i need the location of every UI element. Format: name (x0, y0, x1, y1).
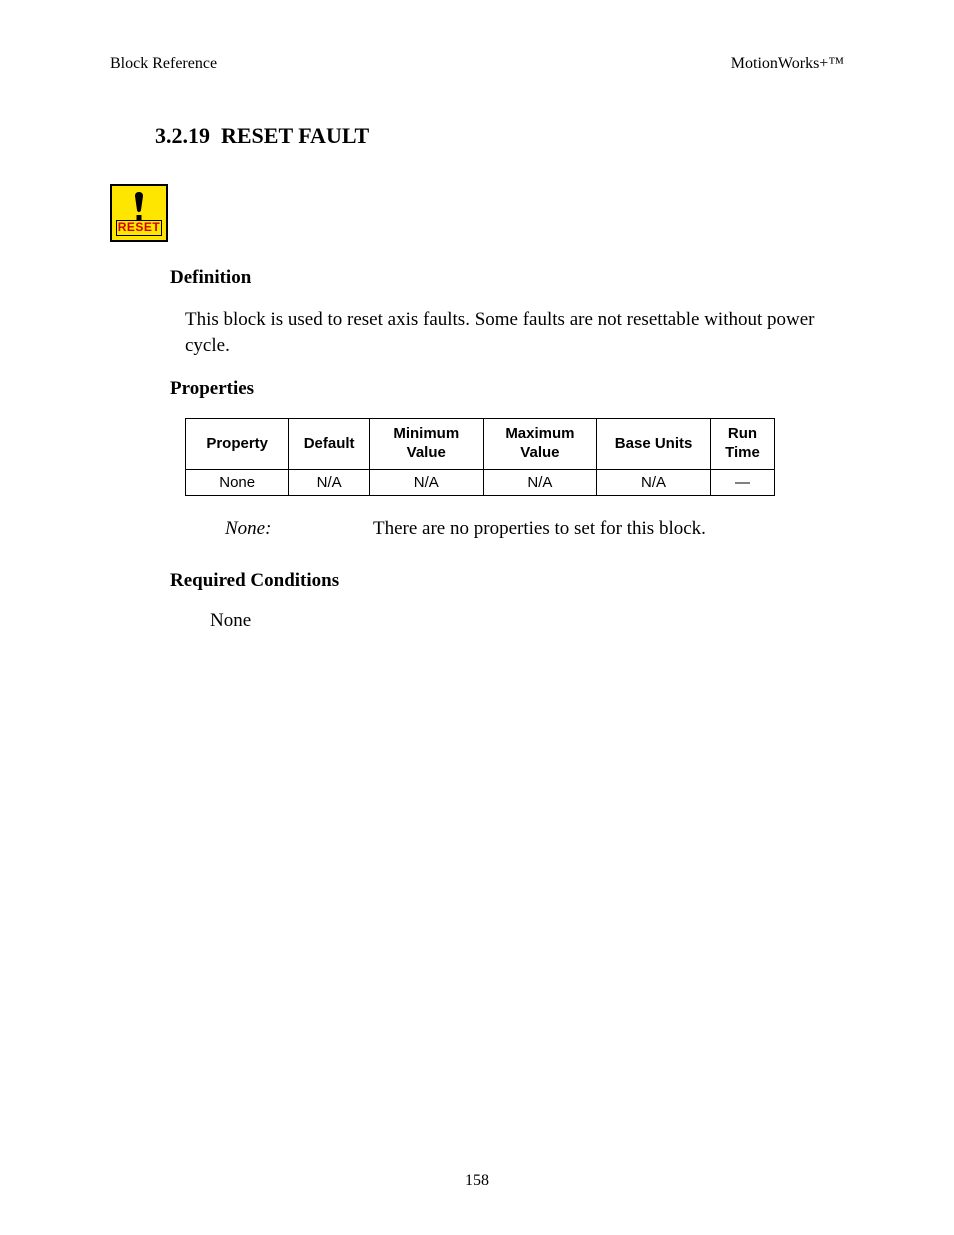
definition-text: This block is used to reset axis faults.… (185, 307, 834, 358)
definition-heading: Definition (170, 267, 844, 289)
section-title: 3.2.19 RESET FAULT (155, 123, 844, 149)
header-left: Block Reference (110, 55, 217, 73)
required-text: None (210, 610, 844, 632)
exclamation-icon (131, 192, 147, 220)
th-default: Default (289, 419, 370, 470)
reset-icon-label: RESET (116, 220, 163, 235)
th-min: Minimum Value (369, 419, 483, 470)
section-name: RESET FAULT (221, 123, 369, 148)
running-header: Block Reference MotionWorks+™ (110, 55, 844, 73)
properties-note: None: There are no properties to set for… (225, 518, 844, 540)
td-max: N/A (483, 469, 597, 495)
page-number: 158 (0, 1172, 954, 1190)
td-run: — (710, 469, 774, 495)
note-text: There are no properties to set for this … (373, 518, 706, 540)
th-max: Maximum Value (483, 419, 597, 470)
th-property: Property (186, 419, 289, 470)
reset-icon: RESET (110, 184, 168, 242)
td-min: N/A (369, 469, 483, 495)
td-property: None (186, 469, 289, 495)
required-heading: Required Conditions (170, 570, 844, 592)
properties-table: Property Default Minimum Value Maximum V… (185, 418, 775, 496)
section-number: 3.2.19 (155, 123, 210, 148)
properties-heading: Properties (170, 378, 844, 400)
td-base: N/A (597, 469, 711, 495)
th-base: Base Units (597, 419, 711, 470)
page: Block Reference MotionWorks+™ 3.2.19 RES… (0, 0, 954, 1235)
note-label: None: (225, 518, 373, 540)
header-right: MotionWorks+™ (731, 55, 844, 73)
th-run: Run Time (710, 419, 774, 470)
table-header-row: Property Default Minimum Value Maximum V… (186, 419, 775, 470)
td-default: N/A (289, 469, 370, 495)
table-row: None N/A N/A N/A N/A — (186, 469, 775, 495)
